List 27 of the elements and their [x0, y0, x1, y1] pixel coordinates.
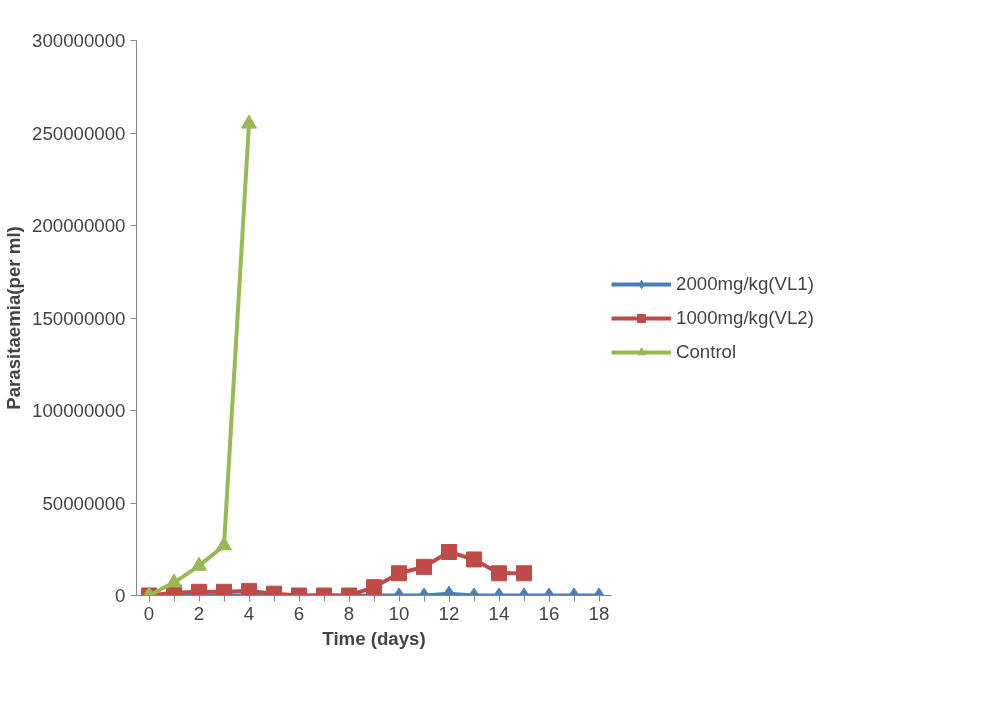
point: [241, 582, 257, 596]
point: [216, 536, 232, 551]
point: [166, 573, 182, 588]
x-axis-title: Time (days): [322, 627, 426, 649]
x-tick-label: 6: [293, 602, 305, 624]
y-axis-title: Parasitaemia(per ml): [3, 226, 25, 410]
x-tick-label: 18: [588, 602, 610, 624]
point: [241, 114, 257, 129]
legend-label: 1000mg/kg(VL2): [676, 306, 814, 329]
x-tick-label: 4: [243, 602, 255, 624]
x-tick-label: 10: [388, 602, 410, 624]
point: [191, 556, 207, 571]
x-tick-label: 12: [438, 602, 460, 624]
x-tick-label: 16: [538, 602, 560, 624]
y-tick-label: 100000000: [32, 400, 126, 421]
y-tick-label: 50000000: [42, 492, 126, 514]
y-tick-label: 300000000: [32, 30, 126, 51]
x-tick-label: 2: [193, 602, 205, 624]
legend-label: Control: [676, 340, 737, 363]
y-tick-label: 150000000: [32, 307, 126, 329]
x-tick-label: 8: [343, 602, 355, 624]
y-tick-label: 200000000: [32, 215, 126, 236]
y-tick-label: 0: [115, 585, 126, 606]
x-tick-label: 14: [488, 602, 510, 624]
x-tick-label: 0: [143, 602, 155, 624]
y-tick-label: 250000000: [32, 122, 126, 144]
legend-label: 2000mg/kg(VL1): [676, 272, 814, 295]
